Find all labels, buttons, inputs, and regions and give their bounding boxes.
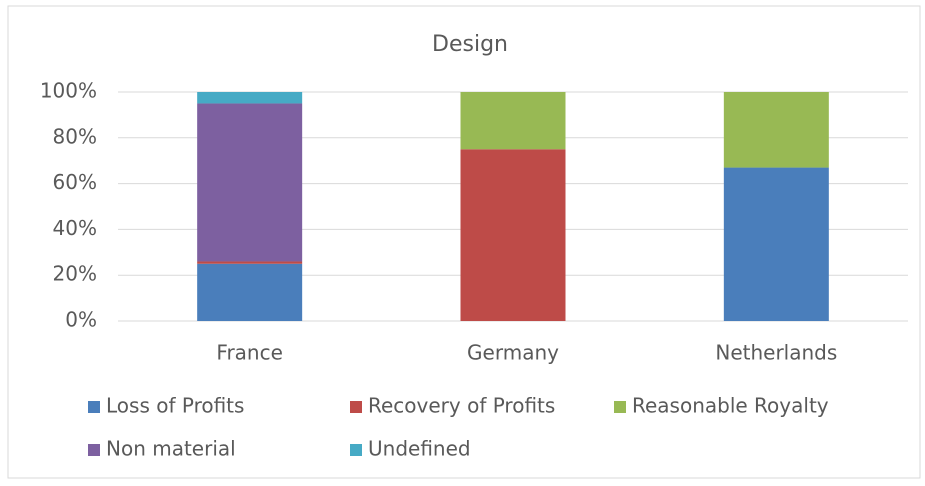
legend-swatch <box>350 401 362 413</box>
bar-segment <box>460 149 566 321</box>
legend-label: Loss of Profits <box>106 394 244 418</box>
y-tick-label: 60% <box>53 170 97 194</box>
legend-label: Undefined <box>368 437 471 461</box>
y-tick-label: 20% <box>53 262 97 286</box>
x-tick-label: Germany <box>467 341 559 365</box>
legend-swatch <box>88 444 100 456</box>
legend-swatch <box>350 444 362 456</box>
legend-label: Non material <box>106 437 236 461</box>
y-tick-label: 0% <box>65 308 97 332</box>
bar-segment <box>723 92 829 168</box>
bar-segment <box>197 92 303 104</box>
bar-segment <box>723 167 829 321</box>
y-tick-label: 100% <box>40 79 97 103</box>
legend-label: Reasonable Royalty <box>632 394 829 418</box>
bar-segment <box>460 92 566 150</box>
bar-segment <box>197 103 303 262</box>
legend-swatch <box>614 401 626 413</box>
x-tick-label: Netherlands <box>715 341 837 365</box>
x-tick-label: France <box>216 341 283 365</box>
y-tick-label: 80% <box>53 124 97 148</box>
y-tick-label: 40% <box>53 216 97 240</box>
legend-swatch <box>88 401 100 413</box>
bar-segment <box>197 263 303 321</box>
bar-segment <box>197 261 303 264</box>
legend-label: Recovery of Profits <box>368 394 555 418</box>
chart-title: Design <box>432 32 508 57</box>
